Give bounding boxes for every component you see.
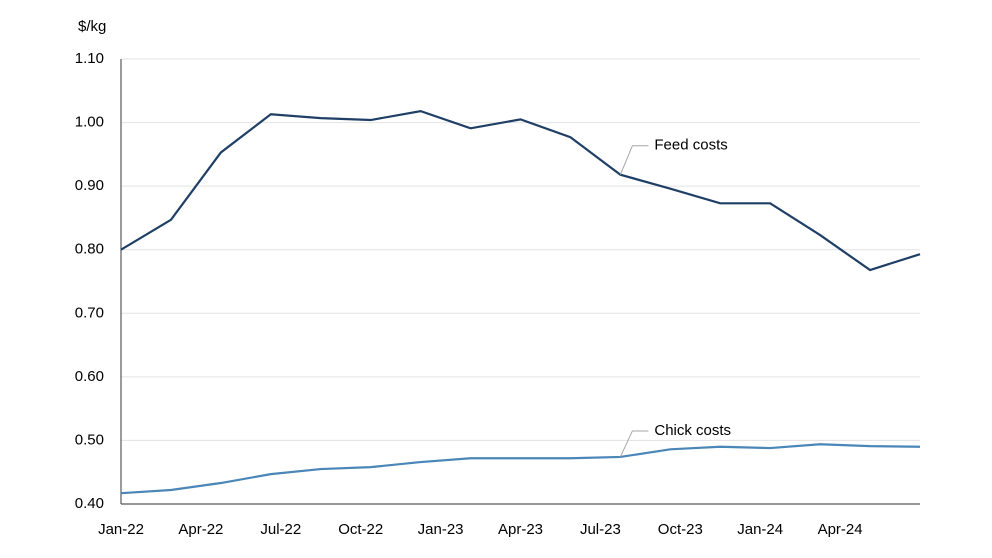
x-tick-label: Jan-24 [737,521,783,538]
x-tick-label: Oct-23 [658,521,703,538]
y-tick-label: 0.50 [75,431,104,448]
x-tick-label: Apr-24 [818,521,863,538]
y-tick-label: 1.00 [75,114,104,131]
line-series [120,109,921,272]
x-tick-label: Apr-23 [498,521,543,538]
series-label: Feed costs [654,137,727,154]
x-tick-label: Jul-23 [580,521,621,538]
x-tick-label: Jan-23 [418,521,464,538]
leader-line [619,430,649,458]
y-tick-label: 0.60 [75,368,104,385]
series-label: Chick costs [654,422,731,439]
y-tick-label: 1.10 [75,50,104,67]
x-tick-label: Oct-22 [338,521,383,538]
line-series [120,443,921,495]
y-axis-label: $/kg [78,18,106,35]
x-tick-label: Apr-22 [178,521,223,538]
y-tick-label: 0.90 [75,177,104,194]
y-tick-label: 0.40 [75,495,104,512]
y-tick-label: 0.70 [75,304,104,321]
leader-line [619,145,649,175]
x-tick-label: Jul-22 [260,521,301,538]
x-tick-label: Jan-22 [98,521,144,538]
y-tick-label: 0.80 [75,241,104,258]
